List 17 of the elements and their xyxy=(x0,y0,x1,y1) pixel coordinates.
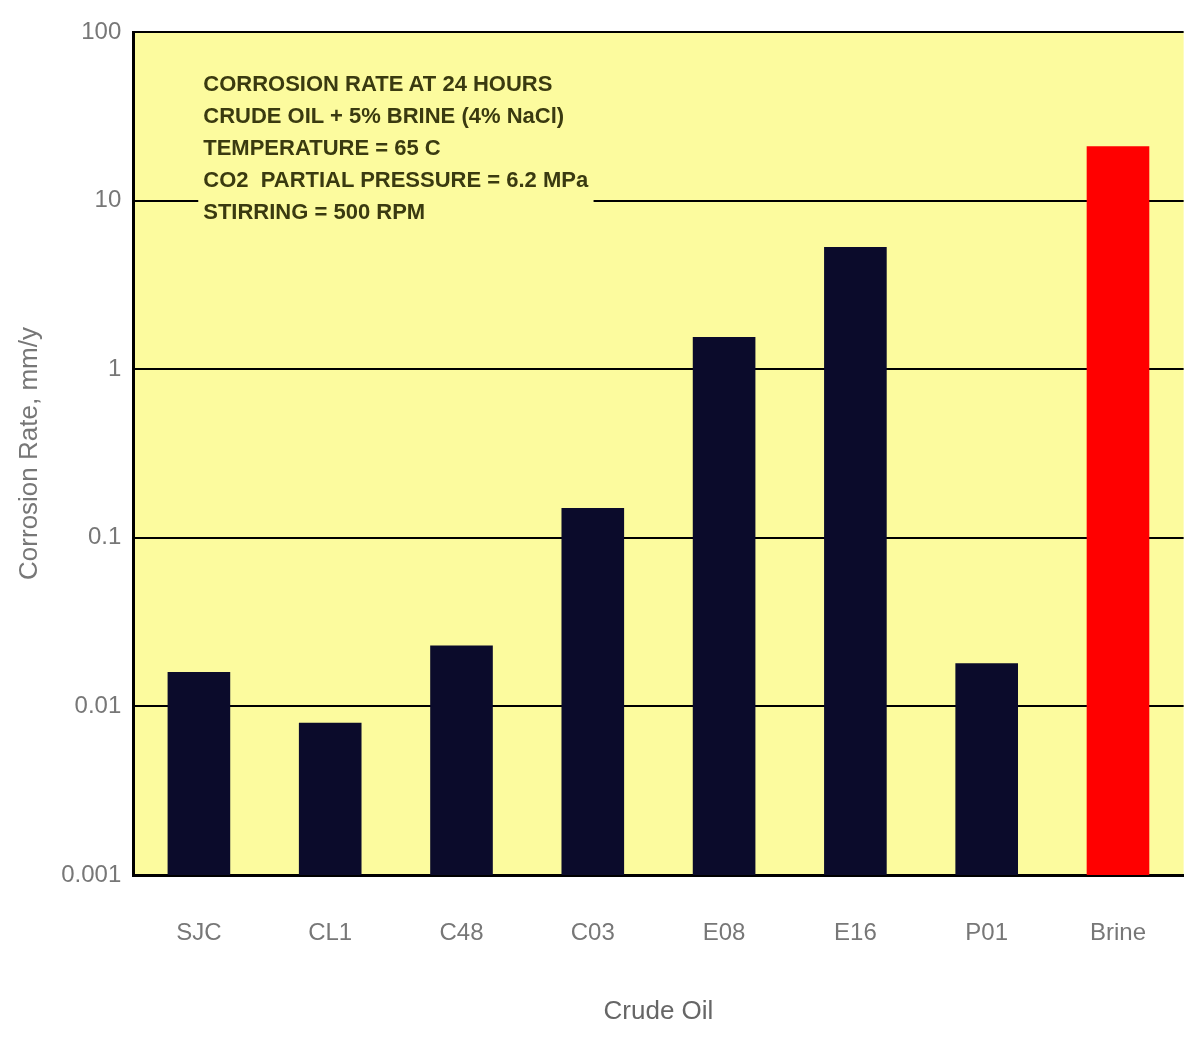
y-tick-label: 1 xyxy=(107,353,122,381)
x-tick-label: C48 xyxy=(439,918,484,946)
x-tick-label: C03 xyxy=(570,918,615,946)
annotation: CORROSION RATE AT 24 HOURS CRUDE OIL + 5% BRINE (4% NaCl) TEMPERATURE = 65 C CO2 PARTIAL PRESSURE = 6.2 MPa STIRRING = 500 RPM xyxy=(203,71,589,225)
x-tick-label: CL1 xyxy=(308,918,353,946)
x-tick-label: E16 xyxy=(834,918,877,946)
y-axis-title: Corrosion Rate, mm/y xyxy=(12,327,43,580)
x-tick-label: SJC xyxy=(176,918,222,946)
x-tick-label: Brine xyxy=(1089,918,1146,946)
y-tick-label: 100 xyxy=(81,16,122,44)
x-tick-label: P01 xyxy=(965,918,1009,946)
y-tick-label: 0.01 xyxy=(74,691,122,719)
x-tick-label: E08 xyxy=(702,918,746,946)
y-tick-label: 0.1 xyxy=(87,522,122,550)
x-axis-title: Crude Oil xyxy=(603,994,714,1025)
y-tick-label: 10 xyxy=(94,185,122,213)
y-tick-label: 0.001 xyxy=(61,859,122,887)
